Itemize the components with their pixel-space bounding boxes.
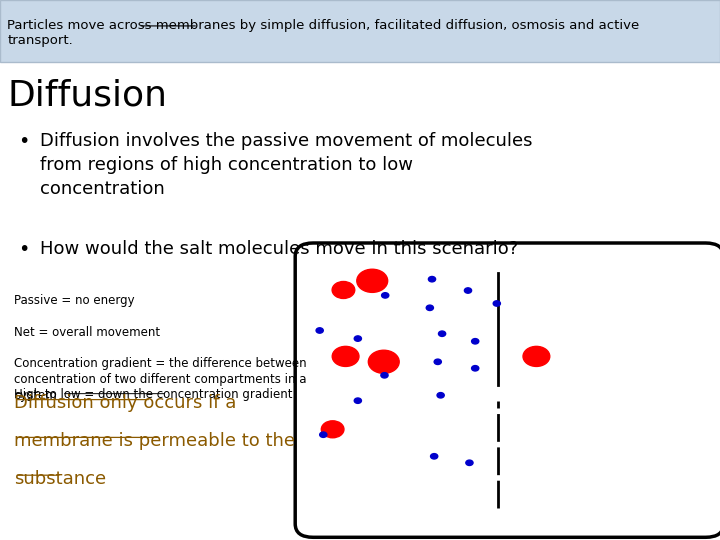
Text: Net = overall movement: Net = overall movement xyxy=(14,326,161,339)
Text: substance: substance xyxy=(14,470,107,488)
Circle shape xyxy=(332,346,359,367)
Circle shape xyxy=(382,293,389,298)
Circle shape xyxy=(354,398,361,403)
Text: Diffusion only occurs if a: Diffusion only occurs if a xyxy=(14,394,237,412)
Circle shape xyxy=(320,432,327,437)
Text: High to low = down the concentration gradient: High to low = down the concentration gra… xyxy=(14,388,293,401)
Text: Diffusion: Diffusion xyxy=(7,78,167,112)
Text: How would the salt molecules move in this scenario?: How would the salt molecules move in thi… xyxy=(40,240,518,258)
Text: Particles move across membranes by simple diffusion, facilitated diffusion, osmo: Particles move across membranes by simpl… xyxy=(7,19,639,32)
Circle shape xyxy=(332,281,355,299)
Text: transport.: transport. xyxy=(7,34,73,47)
Circle shape xyxy=(437,393,444,398)
Circle shape xyxy=(434,359,441,364)
Circle shape xyxy=(381,373,388,378)
Circle shape xyxy=(493,301,500,306)
Circle shape xyxy=(357,269,387,292)
Circle shape xyxy=(438,331,446,336)
FancyBboxPatch shape xyxy=(0,0,720,62)
Circle shape xyxy=(472,366,479,371)
Circle shape xyxy=(464,288,472,293)
Circle shape xyxy=(523,346,550,367)
Text: •: • xyxy=(18,240,30,259)
FancyBboxPatch shape xyxy=(295,243,720,537)
Text: Diffusion involves the passive movement of molecules
from regions of high concen: Diffusion involves the passive movement … xyxy=(40,132,532,198)
Circle shape xyxy=(354,336,361,341)
Circle shape xyxy=(428,276,436,282)
Circle shape xyxy=(472,339,479,344)
Circle shape xyxy=(466,460,473,465)
Circle shape xyxy=(431,454,438,459)
Circle shape xyxy=(316,328,323,333)
Circle shape xyxy=(369,350,399,373)
Text: •: • xyxy=(18,132,30,151)
Text: Passive = no energy: Passive = no energy xyxy=(14,294,135,307)
Circle shape xyxy=(426,305,433,310)
Text: Concentration gradient = the difference between
concentration of two different c: Concentration gradient = the difference … xyxy=(14,357,307,402)
Circle shape xyxy=(321,421,344,438)
Text: membrane is permeable to the: membrane is permeable to the xyxy=(14,432,295,450)
